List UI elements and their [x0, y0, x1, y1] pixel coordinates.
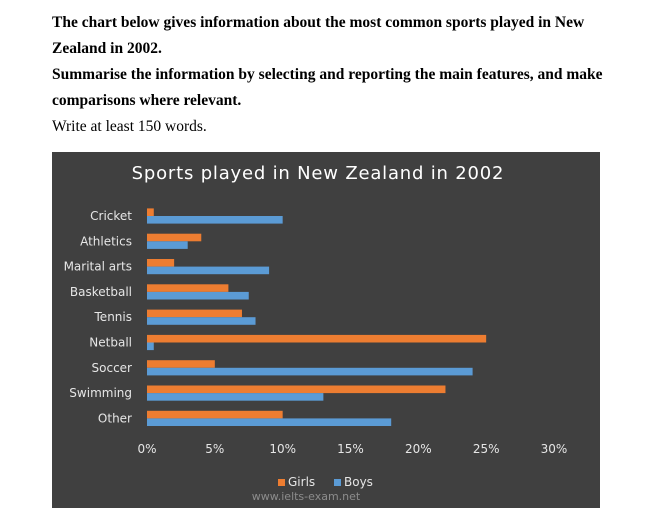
bars-group [147, 208, 487, 426]
category-label: Tennis [94, 310, 132, 324]
legend-swatch [334, 479, 341, 486]
x-tick-label: 20% [405, 442, 432, 456]
chart-watermark: www.ielts-exam.net [252, 490, 361, 503]
x-tick-label: 30% [541, 442, 568, 456]
chart-legend: Girls Boys [278, 475, 373, 489]
bar-girls [147, 334, 487, 343]
bar-boys [147, 317, 256, 325]
prompt-line-2: Zealand in 2002. [52, 40, 162, 57]
bar-girls [147, 208, 154, 216]
category-label: Marital arts [64, 260, 132, 274]
category-label: Netball [89, 336, 132, 350]
bar-boys [147, 266, 270, 275]
category-label: Swimming [69, 386, 132, 400]
task-prompt: The chart below gives information about … [52, 10, 647, 140]
chart-title: Sports played in New Zealand in 2002 [132, 163, 505, 184]
tick-labels: 0% 5% 10% 15% 20% 25% 30% [137, 442, 567, 456]
prompt-line-5: Write at least 150 words. [52, 118, 207, 135]
bar-girls [147, 360, 215, 368]
prompt-line-1: The chart below gives information about … [52, 14, 585, 31]
bar-girls [147, 259, 175, 267]
bar-girls [147, 410, 283, 419]
bar-girls [147, 233, 202, 242]
category-label: Soccer [92, 361, 133, 375]
legend-label: Boys [344, 475, 373, 489]
x-tick-label: 25% [473, 442, 500, 456]
x-tick-label: 5% [205, 442, 224, 456]
category-label: Basketball [70, 285, 132, 299]
bar-girls [147, 385, 446, 394]
bar-boys [147, 291, 249, 300]
bar-boys [147, 342, 154, 351]
bar-boys [147, 216, 283, 224]
bar-boys [147, 367, 473, 376]
bar-boys [147, 241, 188, 249]
legend-swatch [278, 479, 285, 486]
sports-chart: Sports played in New Zealand in 2002 Cri… [52, 152, 600, 508]
prompt-line-4: comparisons where relevant. [52, 92, 242, 109]
legend-label: Girls [288, 475, 315, 489]
category-label: Cricket [90, 209, 132, 223]
bar-boys [147, 418, 392, 426]
bar-girls [147, 309, 242, 318]
x-tick-label: 0% [137, 442, 156, 456]
category-label: Other [98, 411, 132, 425]
bar-girls [147, 284, 229, 292]
bar-boys [147, 393, 324, 401]
x-tick-label: 15% [337, 442, 364, 456]
category-labels: Cricket Athletics Marital arts Basketball Te… [64, 209, 133, 425]
x-tick-label: 10% [269, 442, 296, 456]
prompt-line-3: Summarise the information by selecting a… [52, 66, 603, 83]
category-label: Athletics [80, 234, 132, 248]
chart-svg: Sports played in New Zealand in 2002 Cri… [64, 163, 568, 503]
